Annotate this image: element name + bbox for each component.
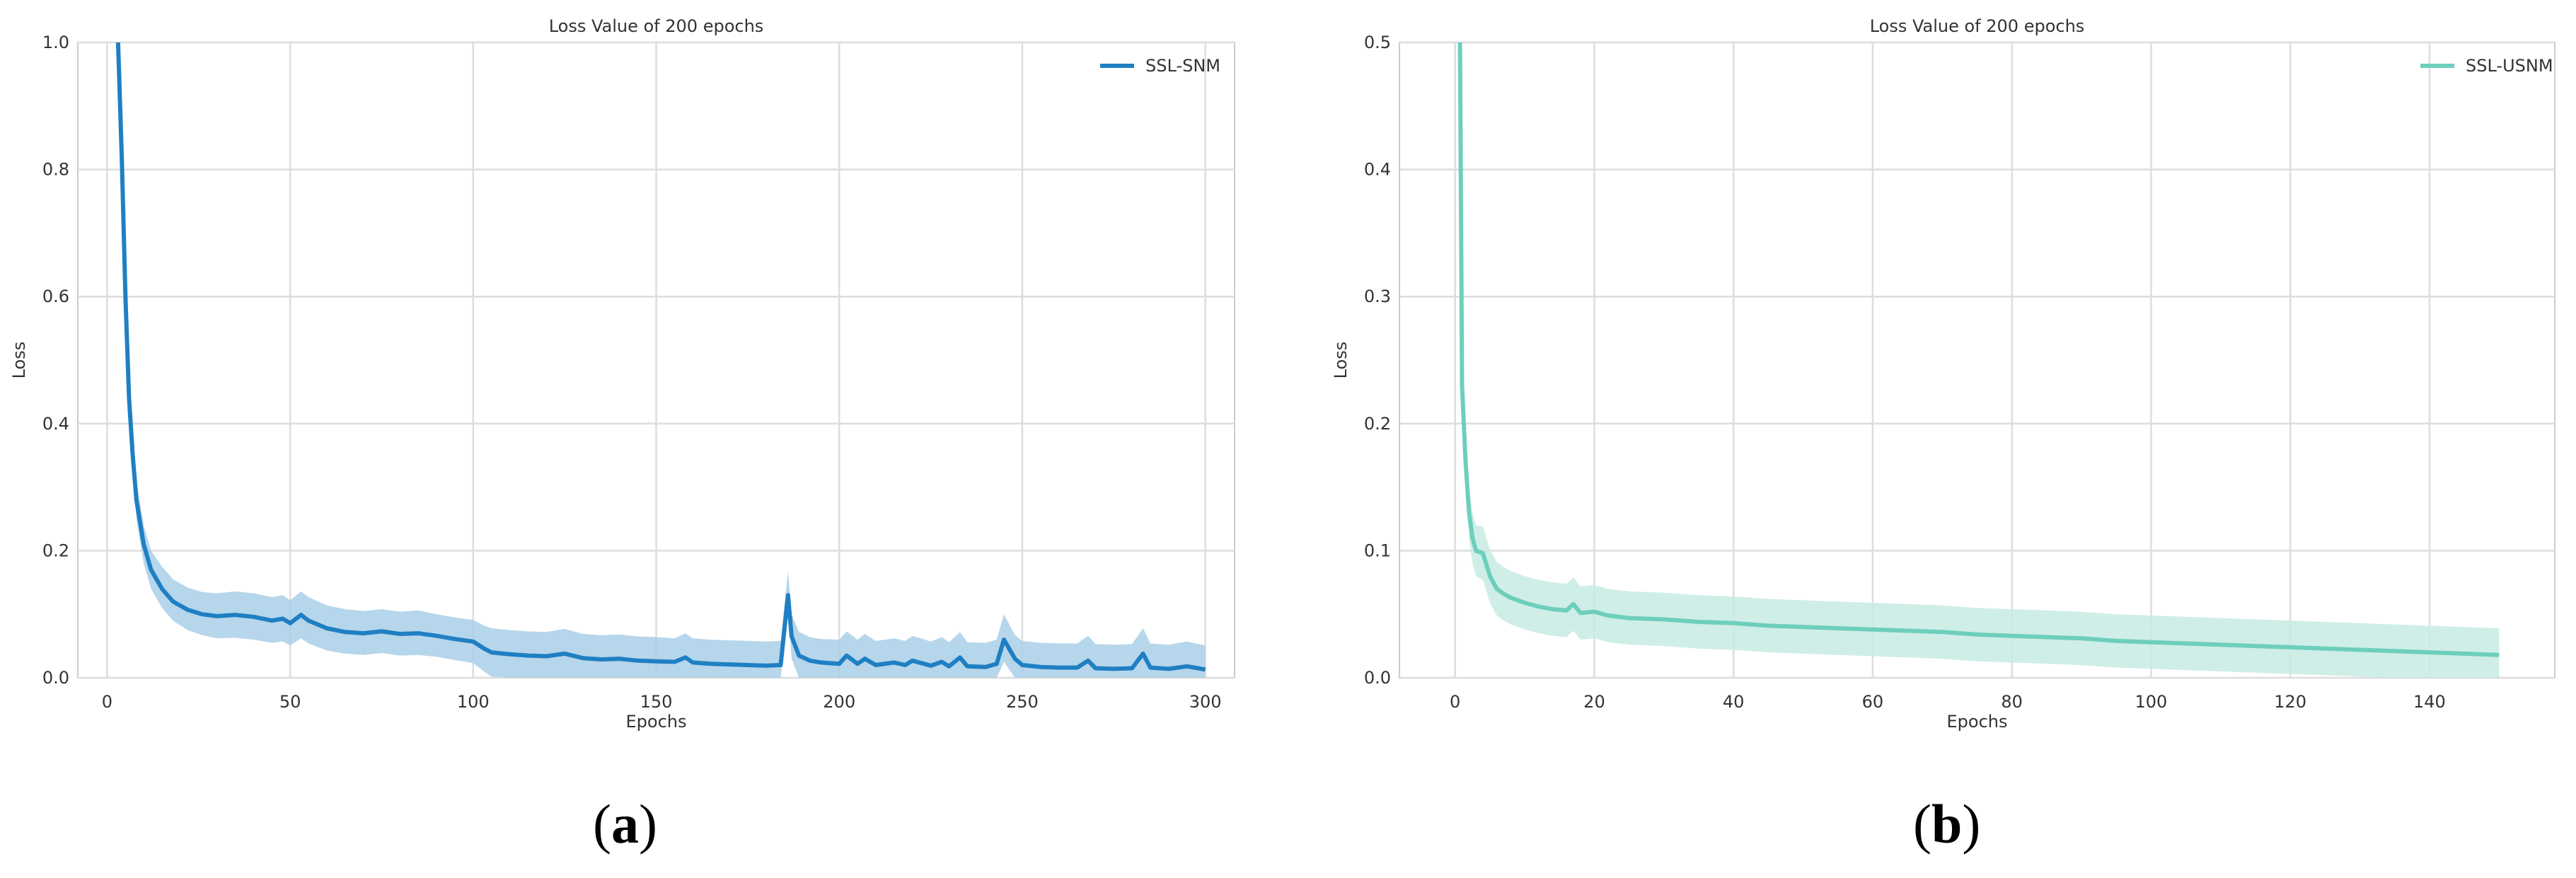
x-tick-label: 150 bbox=[640, 692, 673, 712]
chart-a-grid bbox=[78, 41, 1235, 679]
chart-a-x-ticks: 0 50 100 150 200 250 300 bbox=[102, 692, 1222, 712]
y-tick-label: 1.0 bbox=[42, 33, 69, 52]
chart-a-lines bbox=[115, 42, 1206, 672]
x-tick-label: 120 bbox=[2274, 692, 2306, 712]
x-tick-label: 40 bbox=[1723, 692, 1745, 712]
x-tick-label: 100 bbox=[457, 692, 490, 712]
y-tick-label: 0.6 bbox=[42, 287, 69, 306]
chart-a-y-ticks: 0.0 0.2 0.4 0.6 0.8 1.0 bbox=[42, 33, 69, 688]
y-tick-label: 0.1 bbox=[1364, 541, 1391, 560]
x-tick-label: 0 bbox=[1450, 692, 1460, 712]
chart-a-x-axis-label: Epochs bbox=[626, 712, 687, 732]
series-line bbox=[115, 42, 1206, 672]
y-tick-label: 0.4 bbox=[1364, 160, 1391, 180]
y-tick-label: 0.2 bbox=[42, 541, 69, 560]
caption-a-letter: a bbox=[611, 793, 639, 855]
x-tick-label: 0 bbox=[102, 692, 112, 712]
y-tick-label: 0.0 bbox=[42, 668, 69, 688]
chart-b-x-axis-label: Epochs bbox=[1947, 712, 2008, 732]
caption-b-open: ( bbox=[1913, 793, 1931, 855]
x-tick-label: 60 bbox=[1862, 692, 1884, 712]
y-tick-label: 0.8 bbox=[42, 160, 69, 180]
x-tick-label: 20 bbox=[1583, 692, 1605, 712]
x-tick-label: 80 bbox=[2001, 692, 2023, 712]
caption-a: (a) bbox=[593, 792, 657, 856]
caption-b: (b) bbox=[1913, 792, 1980, 856]
chart-a-y-axis-label: Loss bbox=[9, 342, 29, 379]
chart-b-grid bbox=[1399, 41, 2555, 679]
y-tick-label: 0.3 bbox=[1364, 287, 1391, 306]
y-tick-label: 0.5 bbox=[1364, 33, 1391, 52]
chart-b-band bbox=[1460, 42, 2500, 678]
y-tick-label: 0.4 bbox=[42, 414, 69, 434]
chart-b-y-axis-label: Loss bbox=[1331, 342, 1351, 379]
chart-b-title: Loss Value of 200 epochs bbox=[1870, 16, 2085, 36]
chart-b-lines bbox=[1457, 42, 2500, 657]
caption-b-letter: b bbox=[1931, 793, 1963, 855]
x-tick-label: 250 bbox=[1006, 692, 1039, 712]
x-tick-label: 50 bbox=[279, 692, 301, 712]
caption-a-open: ( bbox=[593, 793, 611, 855]
chart-b-legend: SSL-USNM bbox=[2420, 56, 2553, 76]
x-tick-label: 140 bbox=[2413, 692, 2446, 712]
chart-b-plot-area bbox=[1399, 42, 2555, 678]
y-tick-label: 0.0 bbox=[1364, 668, 1391, 688]
chart-b-x-ticks: 0 20 40 60 80 100 120 140 bbox=[1450, 692, 2446, 712]
caption-a-close: ) bbox=[638, 793, 657, 855]
chart-a-legend-label: SSL-SNM bbox=[1145, 56, 1220, 76]
caption-b-close: ) bbox=[1962, 793, 1981, 855]
x-tick-label: 200 bbox=[823, 692, 855, 712]
series-band bbox=[1460, 42, 2500, 678]
series-line bbox=[1457, 42, 2500, 657]
chart-b-y-ticks: 0.0 0.1 0.2 0.3 0.4 0.5 bbox=[1364, 33, 1391, 688]
x-tick-label: 100 bbox=[2135, 692, 2168, 712]
chart-a: 0 50 100 150 200 250 300 0.0 0.2 0.4 0.6 0.8 1.0 Lo… bbox=[9, 16, 1235, 732]
x-tick-label: 300 bbox=[1189, 692, 1222, 712]
chart-a-legend: SSL-SNM bbox=[1100, 56, 1220, 76]
chart-b: 0 20 40 60 80 100 120 140 0.0 0.1 0.2 0.3 0.4 0.5 Lo… bbox=[1331, 16, 2555, 732]
chart-a-title: Loss Value of 200 epochs bbox=[549, 16, 764, 36]
y-tick-label: 0.2 bbox=[1364, 414, 1391, 434]
chart-b-legend-label: SSL-USNM bbox=[2466, 56, 2553, 76]
